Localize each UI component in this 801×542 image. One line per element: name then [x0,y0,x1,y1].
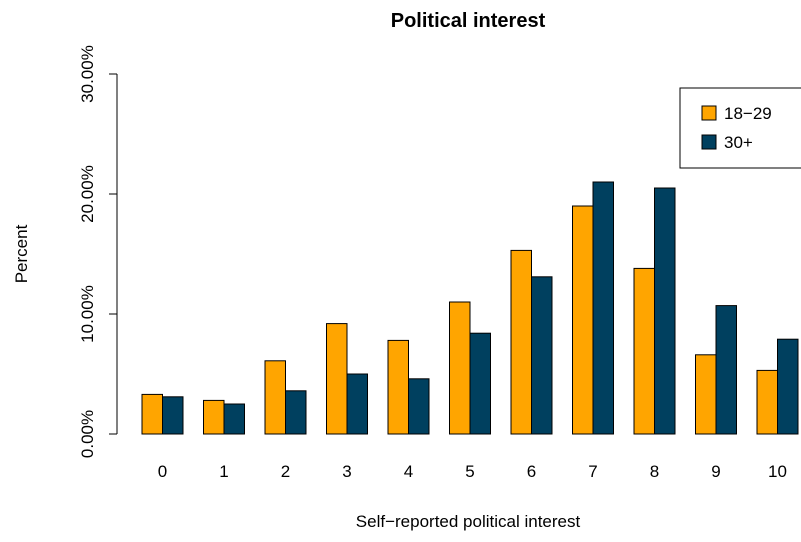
legend-swatch [701,134,717,150]
x-tick-label: 0 [158,462,167,481]
bar [326,323,348,435]
bar [223,403,245,435]
bar [449,301,471,435]
bar [387,339,409,435]
x-tick-label: 5 [465,462,474,481]
x-tick-label: 6 [527,462,536,481]
bar [777,338,799,435]
bar [592,181,614,435]
bar [510,249,532,435]
y-tick-label: 0.00% [78,410,97,458]
legend-label: 30+ [724,133,753,152]
legend-box [679,87,801,169]
bar [162,396,184,435]
bar [346,373,368,435]
bar [695,354,717,435]
bar [572,205,594,435]
y-tick-label: 30.00% [78,45,97,103]
bar [715,305,737,435]
x-tick-label: 3 [342,462,351,481]
x-tick-label: 7 [588,462,597,481]
bar [531,276,553,435]
x-tick-label: 4 [404,462,413,481]
plot-area [141,181,799,435]
bar [469,332,491,435]
bar [633,267,655,435]
y-axis-ticks: 0.00% 10.00% 20.00% 30.00% [78,45,117,458]
x-tick-label: 10 [768,462,787,481]
bar [408,378,430,435]
y-tick-label: 10.00% [78,285,97,343]
bar [756,369,778,435]
bar [141,393,163,435]
bar [264,360,286,435]
x-tick-label: 9 [711,462,720,481]
x-tick-label: 8 [650,462,659,481]
bar [654,187,676,435]
x-tick-label: 2 [281,462,290,481]
x-tick-label: 1 [219,462,228,481]
x-axis-ticks: 0 1 2 3 4 5 6 7 8 9 10 [158,462,787,481]
legend-swatch [701,105,717,121]
chart-title: Political interest [391,10,546,32]
bar [203,399,225,435]
y-tick-label: 20.00% [78,165,97,223]
legend-label: 18−29 [724,104,772,123]
x-axis-label: Self−reported political interest [356,512,581,531]
bar [285,390,307,435]
y-axis-label: Percent [12,224,31,283]
legend: 18−29 30+ [679,87,801,169]
